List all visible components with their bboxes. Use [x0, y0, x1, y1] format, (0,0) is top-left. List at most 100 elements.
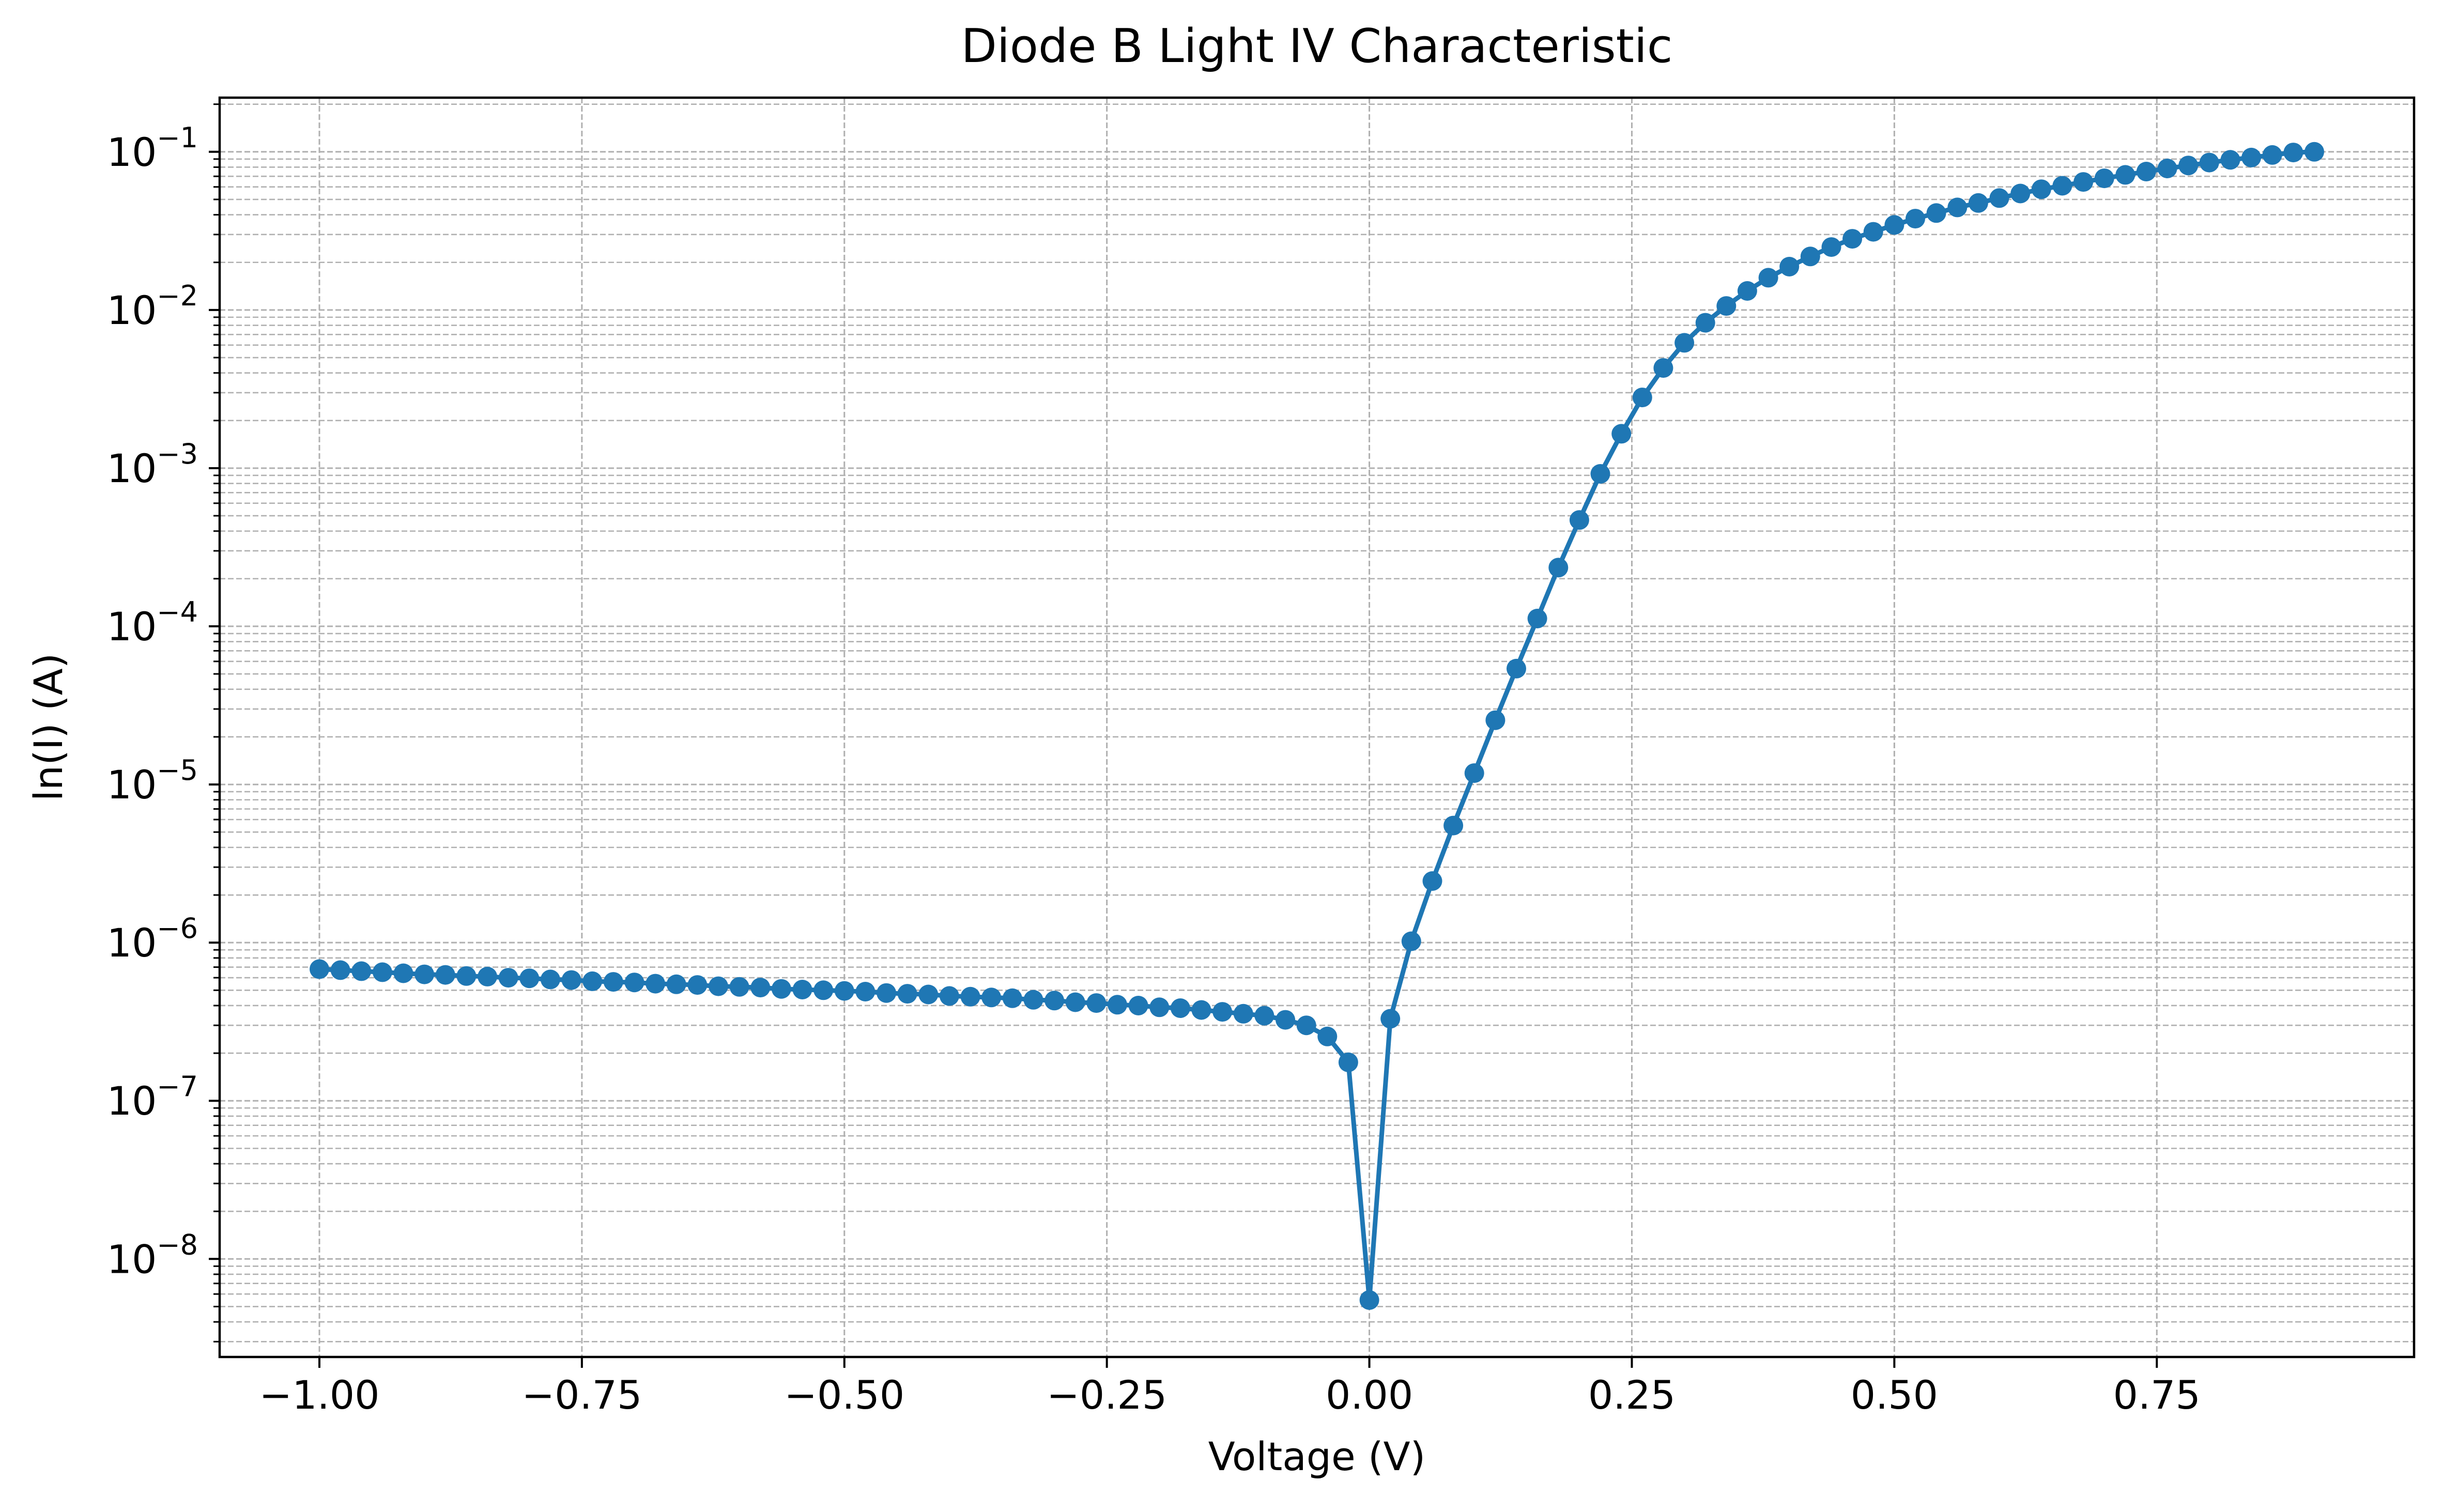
y-tick-exponent: −7 [157, 1070, 198, 1103]
series-layer [310, 142, 2324, 1310]
y-tick-exponent: −8 [157, 1228, 198, 1261]
data-point [2157, 159, 2177, 178]
y-tick-label: 10−5 [107, 754, 198, 808]
data-point [1023, 990, 1043, 1010]
data-point [1170, 998, 1190, 1018]
data-point [1842, 229, 1863, 249]
y-tick-base: 10 [107, 604, 157, 650]
data-point [1422, 871, 1442, 891]
data-point [1779, 257, 1800, 276]
data-point [2052, 176, 2072, 196]
data-point [813, 980, 834, 1000]
data-point [1254, 1006, 1274, 1026]
data-point [1863, 222, 1883, 242]
y-tick-base: 10 [107, 287, 157, 333]
data-point [1065, 992, 1085, 1012]
data-point [2220, 150, 2240, 170]
y-tick-exponent: −6 [157, 912, 198, 945]
data-point [1507, 658, 1526, 678]
data-point [1989, 188, 2009, 208]
y-tick-label: 10−2 [107, 280, 198, 333]
data-point [877, 983, 897, 1003]
data-point [1108, 995, 1127, 1015]
data-point [519, 968, 540, 989]
data-point [435, 965, 455, 985]
data-point [646, 974, 666, 994]
data-point [372, 962, 392, 982]
data-point [414, 964, 435, 984]
data-point [478, 966, 498, 986]
data-point [1485, 710, 1505, 730]
data-point [666, 974, 686, 994]
y-tick-exponent: −4 [157, 596, 198, 628]
data-point [1086, 993, 1107, 1013]
data-point [792, 980, 812, 999]
plot-frame [218, 96, 2416, 1359]
y-tick-label: 10−3 [107, 438, 198, 491]
data-point [1002, 988, 1022, 1008]
data-point [2073, 172, 2094, 192]
data-point [1926, 203, 1946, 223]
data-point [1884, 215, 1904, 235]
data-point [1716, 296, 1737, 316]
data-point [351, 961, 372, 981]
data-point [897, 984, 917, 1004]
data-point [1443, 815, 1464, 836]
chart-title: Diode B Light IV Characteristic [961, 19, 1673, 73]
y-tick-base: 10 [107, 129, 157, 175]
data-point [834, 981, 854, 1001]
data-point [1464, 763, 1484, 783]
data-point [498, 968, 518, 988]
data-point [2115, 165, 2135, 185]
data-point [1968, 193, 1988, 213]
data-point [918, 984, 939, 1005]
data-point [1758, 268, 1778, 288]
data-point [750, 978, 771, 998]
data-point [1632, 388, 1652, 408]
x-tick-label: 0.25 [1588, 1372, 1676, 1418]
y-tick-label: 10−7 [107, 1070, 198, 1124]
data-point [1149, 997, 1170, 1017]
data-point [603, 972, 623, 992]
data-point [2262, 145, 2282, 165]
ticks: −1.00 −0.75 −0.50 −0.25 0.00 0.25 0.50 0.7510−8… [107, 103, 2201, 1418]
data-point [624, 973, 644, 993]
data-point [2136, 162, 2156, 181]
y-tick-base: 10 [107, 1078, 157, 1124]
data-point [1296, 1015, 1316, 1036]
data-point [709, 976, 728, 996]
data-point [2094, 168, 2114, 189]
data-point [1317, 1026, 1338, 1046]
data-point [1611, 424, 1632, 444]
grid [220, 98, 2414, 1357]
data-point [1359, 1290, 1379, 1310]
data-point [939, 986, 959, 1006]
data-point [2283, 143, 2303, 163]
x-tick-label: −0.75 [521, 1372, 642, 1418]
data-point [456, 966, 477, 986]
data-point [1821, 237, 1841, 257]
y-tick-exponent: −3 [157, 438, 198, 470]
data-point [1653, 358, 1673, 378]
data-point [2199, 152, 2219, 173]
x-tick-label: −0.50 [784, 1372, 904, 1418]
data-point [1569, 510, 1589, 530]
data-point [582, 971, 603, 991]
data-point [1233, 1004, 1253, 1024]
data-point [1737, 281, 1757, 301]
data-point [2304, 142, 2324, 162]
data-point [960, 986, 980, 1007]
data-point [1800, 246, 1820, 267]
y-tick-exponent: −5 [157, 754, 198, 786]
data-point [1128, 996, 1148, 1015]
y-tick-exponent: −2 [157, 280, 198, 312]
y-axis-label: ln(I) (A) [25, 653, 71, 801]
data-point [2178, 156, 2199, 176]
data-point [540, 969, 560, 990]
data-point [1548, 558, 1569, 578]
y-tick-label: 10−8 [107, 1228, 198, 1282]
data-point [855, 982, 875, 1001]
data-point [2241, 147, 2262, 167]
